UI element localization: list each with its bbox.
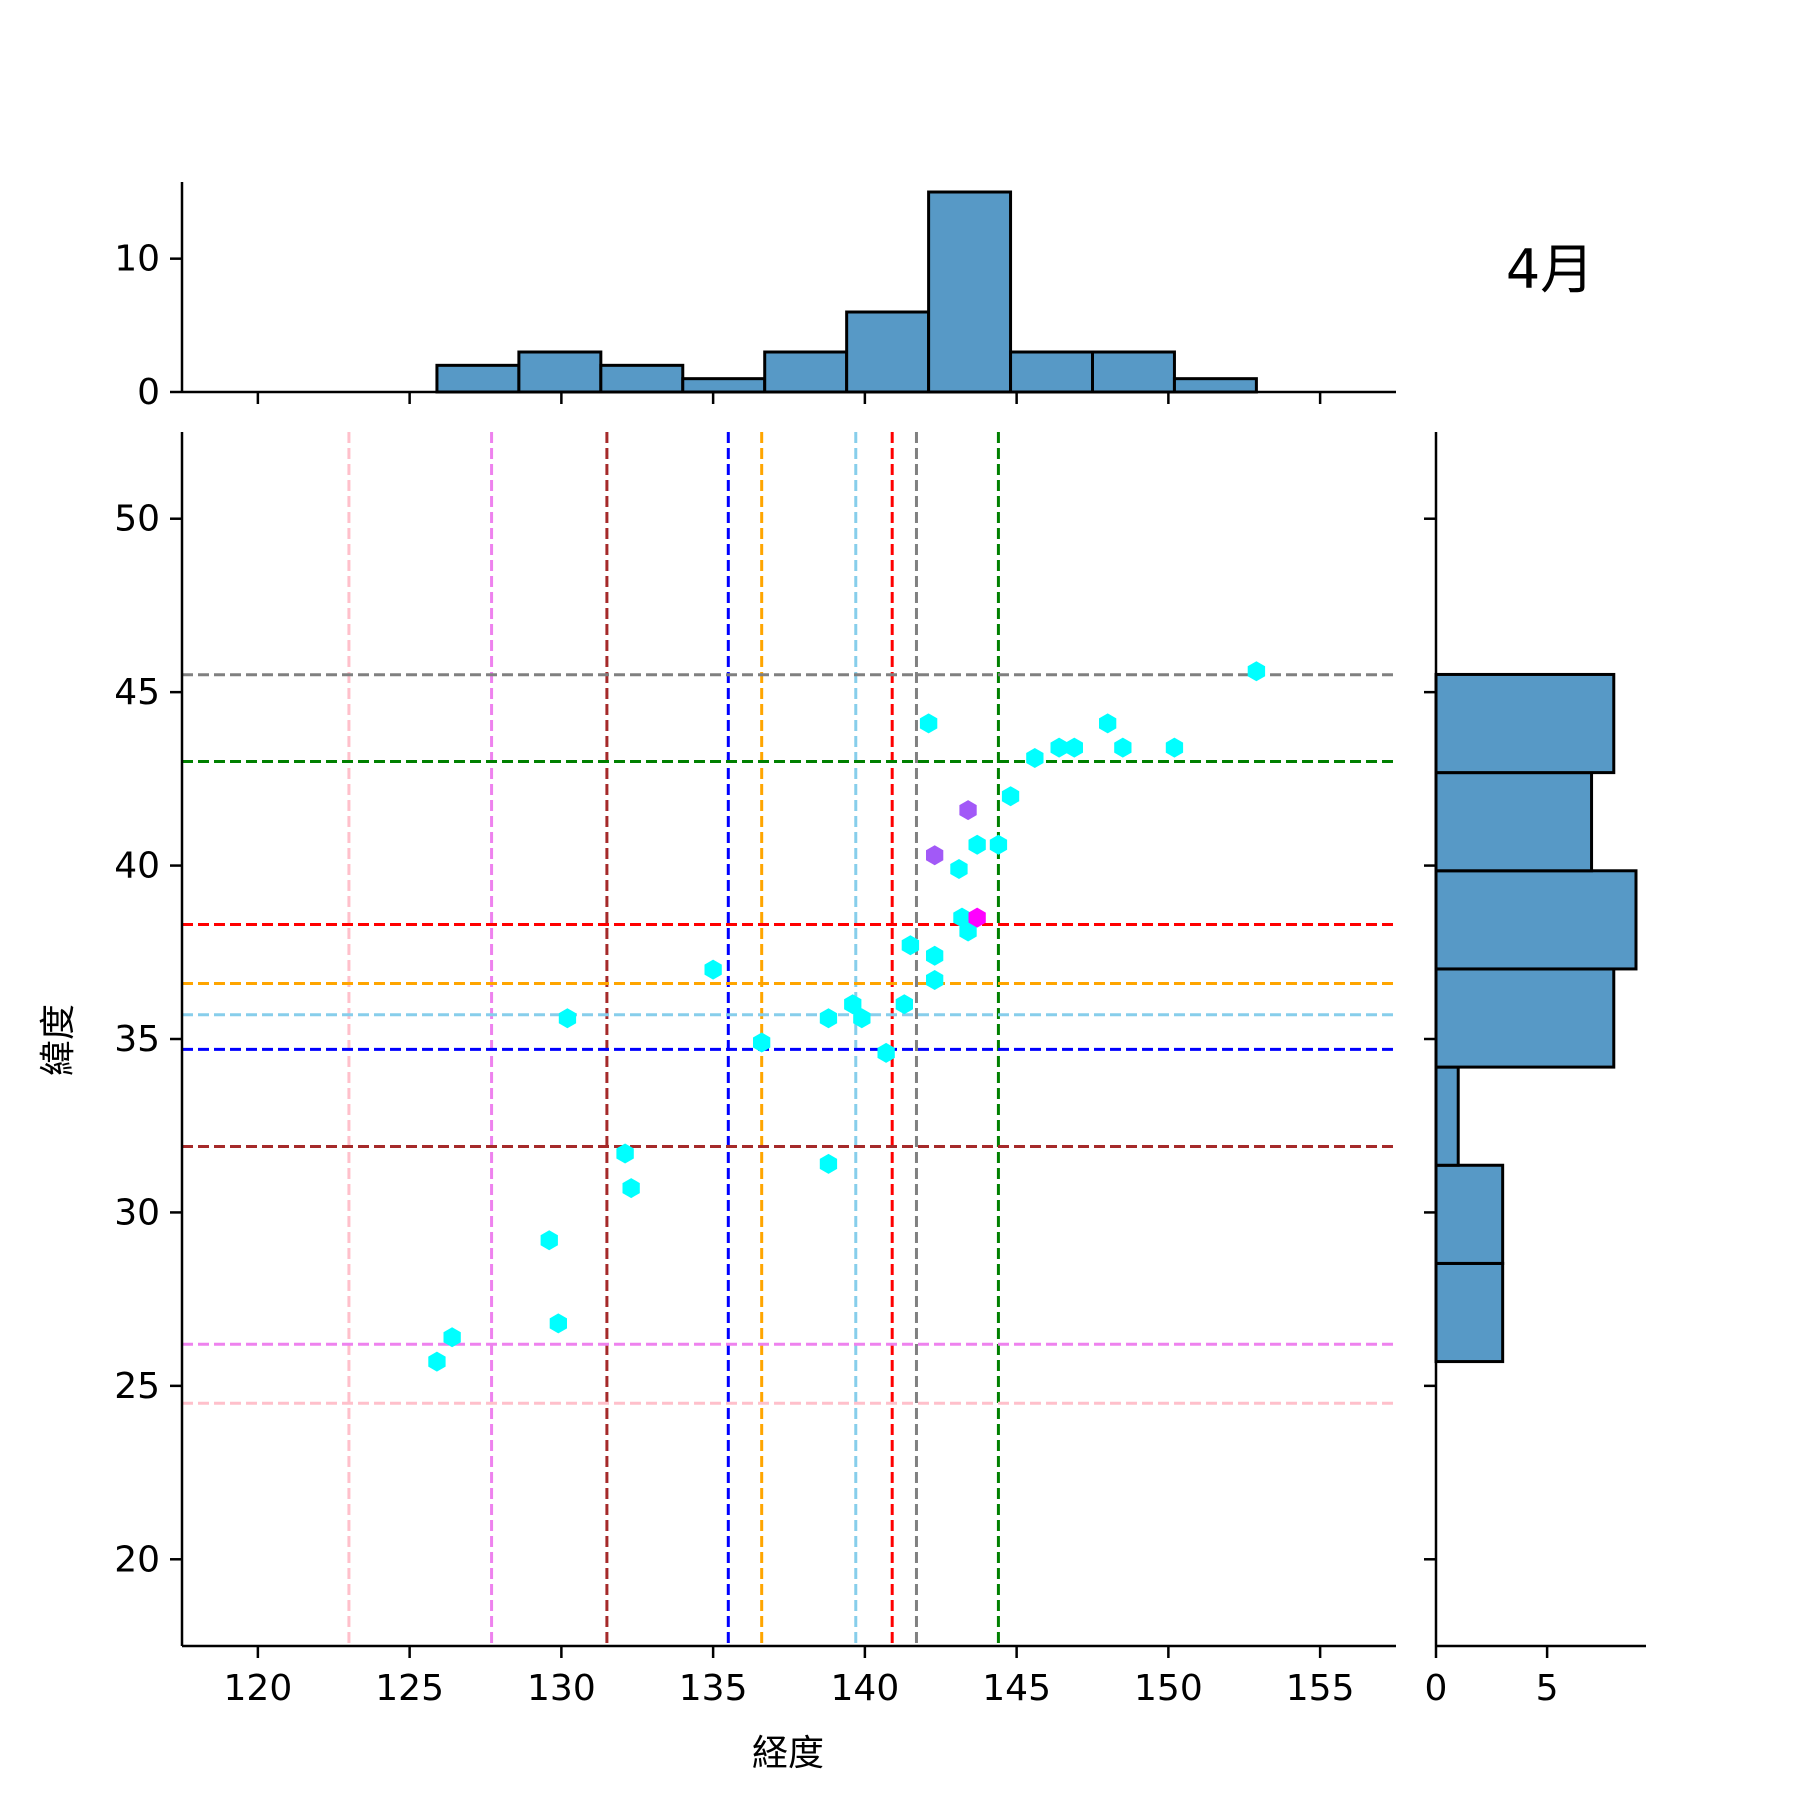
data-point [753, 1032, 771, 1053]
y-tick-label: 45 [114, 672, 160, 713]
top-hist-bar [763, 350, 849, 394]
right-hist-x-tick-label: 0 [1425, 1668, 1448, 1709]
data-point [919, 713, 938, 734]
data-point [558, 1008, 577, 1029]
main-scatter-plot: 120 125 130 135 140 145 150 155 20 25 30 35 40 45 50 [114, 432, 1396, 1709]
reference-lines [182, 432, 1396, 1646]
scatter-points [428, 661, 1266, 1372]
data-point [959, 800, 977, 821]
top-hist-bar [681, 377, 767, 394]
data-point [1050, 737, 1068, 758]
data-point [1114, 737, 1132, 758]
y-tick-label: 30 [114, 1192, 160, 1233]
data-point [1026, 748, 1044, 768]
data-point [968, 834, 986, 855]
x-axis-label: 経度 [752, 1733, 824, 1774]
data-point [1065, 737, 1083, 758]
data-point [959, 921, 977, 942]
right-hist-bar [1434, 672, 1616, 775]
y-tick-label: 50 [114, 499, 160, 540]
data-point [926, 845, 944, 866]
top-hist-bar [599, 363, 685, 394]
data-point [1001, 786, 1020, 807]
x-tick-label: 155 [1286, 1668, 1355, 1709]
top-hist-bar [927, 190, 1013, 394]
data-point [968, 907, 986, 928]
x-tick-label: 145 [982, 1668, 1051, 1709]
data-point [428, 1351, 446, 1372]
right-hist-bar [1434, 869, 1638, 971]
data-point [540, 1230, 558, 1251]
data-point [926, 945, 944, 966]
data-point [1099, 713, 1117, 734]
x-tick-label: 150 [1134, 1668, 1203, 1709]
x-tick-label: 125 [375, 1668, 444, 1709]
data-point [989, 834, 1008, 855]
y-tick-label: 20 [114, 1539, 160, 1580]
data-point [622, 1178, 640, 1199]
y-tick-label: 25 [114, 1366, 160, 1407]
right-hist-bar [1434, 771, 1594, 873]
data-point [549, 1313, 567, 1334]
top-histogram: 0 10 [114, 182, 1396, 413]
right-hist-bar [1434, 1065, 1460, 1167]
top-hist-y-tick-label: 10 [114, 239, 160, 280]
top-hist-bar [1172, 377, 1258, 394]
data-point [819, 1153, 838, 1174]
data-point [443, 1327, 461, 1348]
top-hist-y-tick-label: 0 [137, 372, 160, 413]
data-point [704, 959, 722, 980]
data-point [926, 970, 944, 990]
x-tick-label: 120 [224, 1668, 293, 1709]
data-point [950, 859, 968, 879]
chart-title: 4月 [1506, 238, 1594, 301]
top-hist-bar [1091, 350, 1176, 394]
data-point [853, 1008, 871, 1029]
top-hist-bar [1009, 350, 1094, 394]
data-point [616, 1143, 634, 1164]
data-point [877, 1042, 895, 1063]
data-point [844, 994, 862, 1015]
y-tick-label: 40 [114, 846, 160, 887]
top-hist-bar [517, 350, 603, 394]
data-point [819, 1008, 838, 1029]
main-axes: 120 125 130 135 140 145 150 155 20 25 30 35 40 45 50 [114, 432, 1396, 1709]
x-tick-label: 130 [527, 1668, 596, 1709]
top-hist-bar [845, 310, 931, 394]
x-tick-label: 140 [831, 1668, 900, 1709]
x-tick-label: 135 [679, 1668, 748, 1709]
right-hist-bar [1434, 1261, 1505, 1364]
right-hist-x-tick-label: 5 [1536, 1668, 1559, 1709]
y-tick-label: 35 [114, 1019, 160, 1060]
right-hist-bar [1434, 1163, 1505, 1265]
right-hist-bar [1434, 967, 1616, 1069]
top-hist-bar [435, 363, 521, 394]
data-point [1165, 737, 1184, 758]
y-axis-label: 緯度 [38, 1004, 79, 1076]
data-point [895, 994, 913, 1015]
data-point [901, 935, 920, 956]
data-point [1247, 661, 1266, 682]
